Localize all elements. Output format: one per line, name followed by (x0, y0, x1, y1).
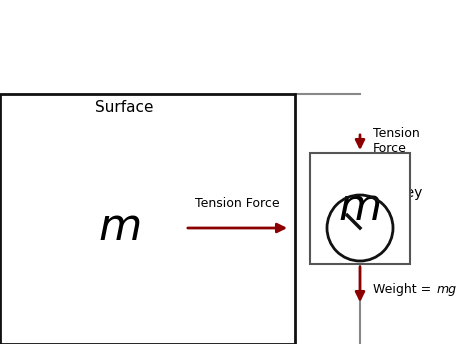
Text: Tension
Force: Tension Force (373, 127, 420, 155)
Bar (0, 94, 295, 344)
Bar (310, 153, 410, 264)
Text: Tension Force: Tension Force (195, 197, 279, 210)
Text: Pulley: Pulley (382, 186, 423, 200)
Text: m: m (338, 186, 382, 229)
Text: m: m (98, 206, 142, 249)
Text: Weight =: Weight = (373, 282, 435, 295)
Text: mg: mg (437, 282, 457, 295)
Text: Surface: Surface (95, 100, 154, 115)
